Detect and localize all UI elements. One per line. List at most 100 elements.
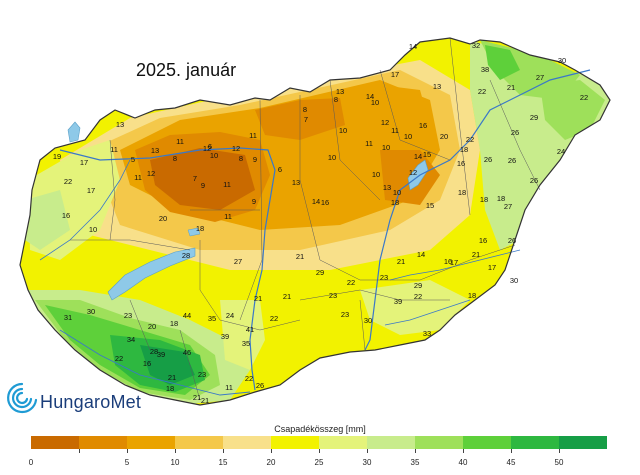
station-value: 23 [124, 311, 132, 320]
station-value: 22 [270, 314, 278, 323]
county-boundaries [70, 37, 541, 401]
station-value: 11 [224, 212, 232, 221]
legend-tick [127, 449, 128, 453]
legend-tick-label: 25 [314, 458, 324, 467]
station-value: 23 [341, 310, 349, 319]
station-value: 33 [423, 329, 431, 338]
station-value: 26 [530, 176, 538, 185]
river-tisza [364, 69, 591, 351]
legend-tick-label: 5 [124, 458, 130, 467]
station-value: 11 [225, 383, 233, 392]
station-value: 7 [193, 174, 197, 183]
legend-swatch [367, 436, 415, 449]
station-value: 21 [397, 257, 405, 266]
station-value: 10 [393, 188, 401, 197]
station-value: 11 [249, 131, 257, 140]
station-value: 11 [365, 139, 373, 148]
station-value: 14 [366, 92, 374, 101]
station-value: 18 [458, 188, 466, 197]
station-value: 12 [381, 118, 389, 127]
station-value: 14 [409, 42, 417, 51]
legend-tick [367, 449, 368, 453]
station-value: 29 [414, 281, 422, 290]
river-koros [389, 249, 521, 281]
station-value: 11 [134, 173, 142, 182]
station-value: 17 [450, 258, 458, 267]
legend-tick-label: 15 [218, 458, 228, 467]
station-value: 9 [253, 155, 257, 164]
legend-tick-label: 0 [28, 458, 34, 467]
station-value: 17 [391, 70, 399, 79]
station-value: 18 [460, 145, 468, 154]
station-value: 24 [557, 147, 565, 156]
station-value: 13 [433, 82, 441, 91]
hungaromet-logo [7, 382, 38, 414]
station-value: 18 [468, 291, 476, 300]
legend-tick [175, 449, 176, 453]
station-value: 27 [536, 73, 544, 82]
legend-title: Csapadékösszeg [mm] [274, 424, 366, 434]
legend-tick [415, 449, 416, 453]
station-value: 44 [183, 311, 191, 320]
station-value: 11 [176, 137, 184, 146]
station-value: 22 [580, 93, 588, 102]
legend-tick-label: 50 [554, 458, 564, 467]
station-value: 22 [64, 177, 72, 186]
station-value: 13 [292, 178, 300, 187]
station-value: 21 [472, 250, 480, 259]
station-value: 32 [472, 41, 480, 50]
station-value: 18 [196, 224, 204, 233]
station-value: 16 [457, 159, 465, 168]
station-value: 23 [198, 370, 206, 379]
precipitation-fill [20, 38, 610, 405]
legend-swatch [127, 436, 175, 449]
station-value: 26 [508, 236, 516, 245]
station-value: 18 [166, 384, 174, 393]
legend-swatch [511, 436, 559, 449]
station-value: 8 [173, 154, 177, 163]
station-value: 8 [303, 105, 307, 114]
station-value: 31 [64, 313, 72, 322]
legend-tick [271, 449, 272, 453]
station-value: 11 [223, 180, 231, 189]
legend-tick-label: 10 [170, 458, 180, 467]
legend-swatch [559, 436, 607, 449]
station-value: 8 [334, 95, 338, 104]
station-value: 22 [245, 374, 253, 383]
station-value: 11 [391, 126, 399, 135]
legend-swatch [79, 436, 127, 449]
station-value: 30 [558, 56, 566, 65]
station-value: 22 [414, 292, 422, 301]
station-value: 13 [151, 146, 159, 155]
station-value: 21 [168, 373, 176, 382]
station-value: 6 [278, 165, 282, 174]
station-value: 23 [329, 291, 337, 300]
station-value: 30 [87, 307, 95, 316]
station-value: 29 [530, 113, 538, 122]
station-value: 39 [157, 350, 165, 359]
station-value: 30 [364, 316, 372, 325]
station-value: 20 [159, 214, 167, 223]
legend-swatch [271, 436, 319, 449]
legend-tick-label: 20 [266, 458, 276, 467]
logo-text: HungaroMet [40, 392, 142, 412]
station-value: 7 [304, 115, 308, 124]
station-value: 13 [383, 183, 391, 192]
legend-swatch [319, 436, 367, 449]
map-title: 2025. január [136, 60, 237, 80]
station-value: 38 [481, 65, 489, 74]
swirl-icon [7, 382, 38, 414]
station-value: 39 [221, 332, 229, 341]
station-value: 18 [170, 319, 178, 328]
station-value: 11 [110, 145, 118, 154]
station-value: 5 [131, 155, 135, 164]
station-value: 15 [423, 150, 431, 159]
station-value: 14 [414, 152, 422, 161]
station-value: 20 [440, 132, 448, 141]
station-value: 12 [203, 144, 211, 153]
station-value: 12 [147, 169, 155, 178]
station-value: 9 [252, 197, 256, 206]
station-value: 23 [380, 273, 388, 282]
station-value: 16 [419, 121, 427, 130]
